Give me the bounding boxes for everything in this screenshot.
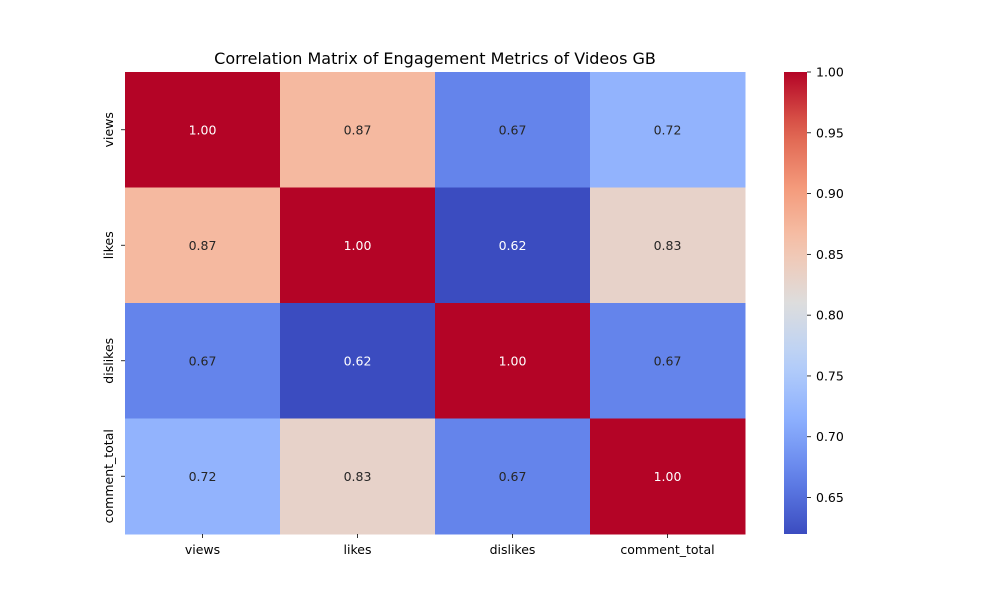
x-axis: views likes dislikes comment_total bbox=[185, 534, 715, 557]
colorbar-tick-label: 0.65 bbox=[816, 490, 844, 505]
cell-value-label: 1.00 bbox=[654, 469, 682, 484]
colorbar-tick-label: 1.00 bbox=[816, 65, 844, 80]
x-tick-label: dislikes bbox=[490, 542, 536, 557]
cell-value-label: 0.62 bbox=[499, 238, 527, 253]
heatmap-cells: 1.00 0.87 0.67 0.72 0.87 1.00 0.62 0.83 0.67 0.62… bbox=[125, 72, 746, 535]
y-tick-label: likes bbox=[101, 231, 116, 259]
x-tick-label: comment_total bbox=[620, 542, 714, 557]
y-tick-label: views bbox=[101, 112, 116, 147]
cell-value-label: 0.67 bbox=[654, 353, 682, 368]
colorbar: 0.65 0.70 0.75 0.80 0.85 0.90 0.95 1.00 bbox=[784, 65, 844, 534]
y-tick-label: comment_total bbox=[101, 429, 116, 523]
cell-value-label: 1.00 bbox=[499, 353, 527, 368]
colorbar-tick-label: 0.75 bbox=[816, 368, 844, 383]
x-tick-label: likes bbox=[344, 542, 372, 557]
heatmap-cell bbox=[435, 187, 591, 304]
cell-value-label: 0.67 bbox=[499, 122, 527, 137]
colorbar-tick-label: 0.80 bbox=[816, 308, 844, 323]
heatmap-cell bbox=[590, 72, 746, 188]
heatmap-cell bbox=[125, 187, 281, 304]
colorbar-tick-label: 0.70 bbox=[816, 429, 844, 444]
chart-title: Correlation Matrix of Engagement Metrics… bbox=[214, 49, 656, 68]
cell-value-label: 0.83 bbox=[344, 469, 372, 484]
heatmap-cell bbox=[590, 418, 746, 535]
cell-value-label: 0.72 bbox=[189, 469, 217, 484]
colorbar-gradient bbox=[784, 72, 807, 534]
cell-value-label: 0.72 bbox=[654, 122, 682, 137]
colorbar-tick-label: 0.90 bbox=[816, 186, 844, 201]
heatmap-cell bbox=[435, 303, 591, 419]
y-tick-label: dislikes bbox=[101, 338, 116, 384]
heatmap-cell bbox=[280, 418, 436, 535]
colorbar-tick-label: 0.95 bbox=[816, 125, 844, 140]
heatmap-cell bbox=[435, 418, 591, 535]
heatmap-cell bbox=[280, 303, 436, 419]
cell-value-label: 0.67 bbox=[189, 353, 217, 368]
cell-value-label: 0.67 bbox=[499, 469, 527, 484]
y-axis: views likes dislikes comment_total bbox=[101, 112, 125, 523]
cell-value-label: 0.87 bbox=[189, 238, 217, 253]
cell-value-label: 1.00 bbox=[189, 122, 217, 137]
heatmap-cell bbox=[590, 303, 746, 419]
heatmap-cell bbox=[280, 72, 436, 188]
heatmap-cell bbox=[280, 187, 436, 304]
heatmap-cell bbox=[125, 303, 281, 419]
cell-value-label: 0.87 bbox=[344, 122, 372, 137]
heatmap-cell bbox=[435, 72, 591, 188]
heatmap-cell bbox=[590, 187, 746, 304]
heatmap-cell bbox=[125, 418, 281, 535]
cell-value-label: 1.00 bbox=[344, 238, 372, 253]
x-tick-label: views bbox=[185, 542, 220, 557]
cell-value-label: 0.83 bbox=[654, 238, 682, 253]
heatmap-cell bbox=[125, 72, 281, 188]
colorbar-tick-label: 0.85 bbox=[816, 247, 844, 262]
cell-value-label: 0.62 bbox=[344, 353, 372, 368]
